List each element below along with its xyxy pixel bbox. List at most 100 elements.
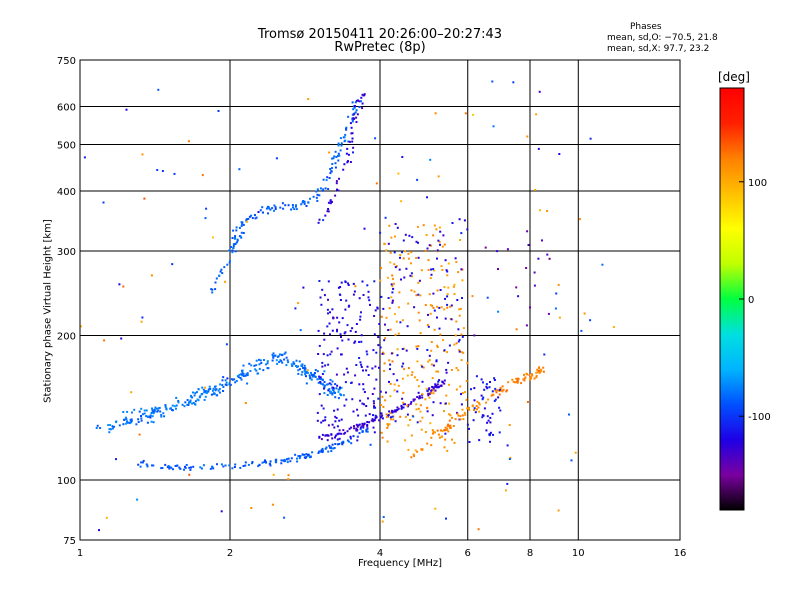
data-point xyxy=(337,390,340,393)
data-point xyxy=(242,465,245,467)
data-point xyxy=(305,371,308,374)
data-point xyxy=(160,415,163,418)
data-point xyxy=(328,177,331,179)
data-point xyxy=(356,408,359,411)
data-point xyxy=(434,112,437,115)
data-point xyxy=(355,109,358,112)
data-point xyxy=(352,146,355,149)
data-point xyxy=(341,443,344,446)
data-point xyxy=(316,370,319,373)
data-point xyxy=(378,323,381,325)
data-point xyxy=(339,393,342,396)
data-point xyxy=(359,315,362,318)
data-point xyxy=(525,372,528,375)
data-point xyxy=(190,395,192,398)
data-point xyxy=(504,489,507,492)
data-point xyxy=(489,431,492,434)
data-point xyxy=(175,396,178,399)
data-point xyxy=(366,284,369,287)
data-point xyxy=(373,406,376,409)
data-point xyxy=(240,378,243,381)
data-point xyxy=(248,362,251,365)
data-point xyxy=(286,461,289,464)
data-point xyxy=(415,257,418,259)
data-point xyxy=(215,277,218,280)
data-point xyxy=(305,382,308,385)
data-point xyxy=(546,253,549,256)
data-point xyxy=(291,364,294,367)
data-point xyxy=(356,435,359,438)
data-point xyxy=(175,404,178,407)
data-point xyxy=(533,271,536,274)
data-point xyxy=(320,438,323,441)
data-point xyxy=(449,426,451,429)
data-point xyxy=(318,344,321,347)
data-point xyxy=(452,285,455,288)
data-point xyxy=(438,436,441,439)
data-point xyxy=(361,422,364,425)
data-point xyxy=(261,461,264,464)
data-point xyxy=(487,398,490,401)
data-point xyxy=(327,188,330,190)
data-point xyxy=(589,319,592,322)
data-point xyxy=(475,408,478,411)
data-point xyxy=(96,424,99,427)
data-point xyxy=(393,313,396,316)
data-point xyxy=(380,404,383,406)
data-point xyxy=(187,404,190,406)
data-point xyxy=(211,389,214,392)
data-point xyxy=(439,333,442,336)
data-point xyxy=(239,235,242,238)
data-point xyxy=(351,120,354,123)
data-point xyxy=(384,216,387,219)
data-point xyxy=(174,465,177,467)
data-point xyxy=(328,444,331,447)
data-point xyxy=(275,458,278,461)
data-point xyxy=(242,232,245,234)
data-point xyxy=(210,393,213,396)
data-point xyxy=(321,373,324,375)
data-point xyxy=(426,442,429,445)
data-point xyxy=(379,346,382,349)
data-point xyxy=(312,374,315,376)
data-point xyxy=(377,344,380,347)
data-point xyxy=(428,396,431,399)
data-point xyxy=(137,463,140,466)
data-point xyxy=(152,464,155,467)
data-point xyxy=(349,437,352,440)
data-point xyxy=(574,451,577,454)
data-point xyxy=(208,385,211,388)
data-point xyxy=(111,427,114,430)
data-point xyxy=(460,333,463,336)
data-point xyxy=(429,422,432,425)
data-point xyxy=(461,279,464,282)
data-point xyxy=(332,317,335,320)
data-point xyxy=(437,433,440,436)
data-point xyxy=(410,373,413,376)
data-point xyxy=(272,352,275,355)
data-point xyxy=(451,438,453,441)
data-point xyxy=(461,297,463,299)
data-point xyxy=(390,283,393,286)
y-tick-label: 100 xyxy=(57,476,76,487)
data-point xyxy=(494,389,497,392)
data-point xyxy=(281,354,284,357)
data-point xyxy=(412,453,415,456)
data-point xyxy=(79,325,82,328)
data-point xyxy=(212,393,215,396)
data-point xyxy=(387,424,389,427)
data-point xyxy=(338,443,341,445)
data-point xyxy=(126,420,128,423)
data-point xyxy=(443,382,446,385)
data-point xyxy=(258,358,260,361)
data-point xyxy=(336,425,339,428)
data-point xyxy=(173,405,176,408)
data-point xyxy=(462,418,465,421)
data-point xyxy=(514,381,517,384)
data-point xyxy=(480,378,483,381)
data-point xyxy=(453,441,456,444)
data-point xyxy=(399,256,401,259)
data-point xyxy=(417,293,420,296)
data-point xyxy=(438,226,441,229)
data-point xyxy=(531,373,533,376)
